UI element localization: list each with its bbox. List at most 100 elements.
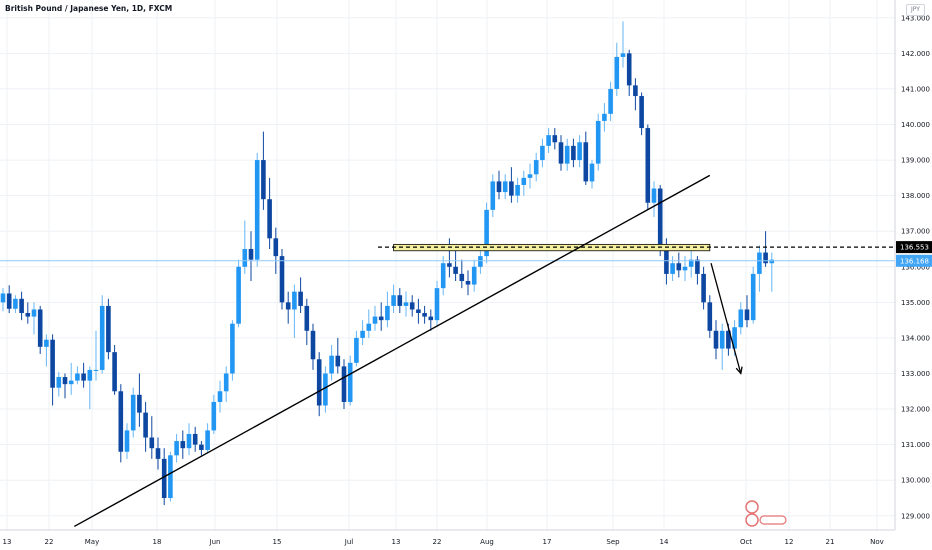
candle [13, 295, 18, 314]
candle [589, 160, 595, 189]
trendline [73, 174, 711, 528]
time-tick-label: 18 [153, 538, 162, 546]
candle-body [453, 266, 458, 274]
candle-body [19, 298, 24, 314]
candle [37, 305, 43, 354]
candle-body [75, 373, 80, 381]
candle-body [6, 293, 12, 309]
candle-body [242, 248, 248, 267]
candle-body [298, 291, 303, 306]
current-price-tag-text: 136.168 [900, 257, 929, 265]
candle [409, 295, 415, 317]
candle [453, 245, 458, 282]
candle [81, 362, 86, 388]
candle [44, 334, 49, 367]
candle-body [329, 355, 334, 374]
candle-body [546, 135, 551, 146]
candle [496, 170, 502, 200]
candle [217, 380, 223, 413]
candle [347, 355, 353, 406]
candle-body [403, 302, 409, 306]
time-tick-label: Oct [740, 538, 752, 546]
candle [124, 423, 130, 459]
price-tags: 136.553 136.168 [896, 241, 932, 267]
candle-body [273, 238, 279, 257]
candle-body [124, 430, 130, 452]
time-axis[interactable]: 13 22 May 18 Jun 15 Jul 13 22 Aug 17 Sep 14 Oct 12 21 No… [0, 529, 895, 546]
candle-body [304, 305, 310, 331]
candle [633, 78, 638, 111]
candle [416, 298, 421, 324]
candle-body [583, 142, 589, 182]
candle-body [540, 145, 545, 161]
time-tick-label: 22 [45, 538, 54, 546]
candle [422, 305, 427, 324]
candle [75, 366, 80, 385]
candle [192, 426, 198, 452]
candle-body [366, 323, 372, 331]
price-axis[interactable]: 129.000 130.000 131.000 132.000 133.000 134.0… [894, 0, 930, 530]
candle-body [484, 209, 489, 257]
price-tick-label: 131.000 [901, 441, 930, 449]
candle [155, 437, 161, 470]
time-tick-label: 13 [392, 538, 401, 546]
candle-body [106, 305, 111, 353]
currency-badge[interactable]: JPY [906, 4, 925, 16]
candle [19, 291, 24, 321]
candle [267, 177, 272, 249]
candle [478, 248, 483, 274]
candle-body [323, 373, 328, 406]
logo-bar [759, 515, 787, 525]
candle-body [645, 128, 651, 203]
candle [335, 337, 341, 374]
candle-body [378, 316, 384, 321]
candle-body [391, 295, 396, 306]
time-tick-label: 21 [826, 538, 835, 546]
time-tick-label: Sep [606, 538, 620, 546]
price-tick-label: 132.000 [901, 406, 930, 414]
candle [68, 362, 74, 395]
candle-body [149, 437, 155, 449]
candle [440, 256, 446, 296]
candle [558, 135, 564, 171]
chart-grid [0, 0, 895, 530]
candle-body [701, 273, 706, 303]
candle-body [143, 412, 148, 438]
candle-body [310, 330, 316, 360]
time-tick-label: 12 [785, 538, 794, 546]
candle [378, 302, 384, 331]
candle-body [31, 309, 37, 317]
candle [236, 259, 241, 328]
candle-body [118, 391, 124, 452]
candle [465, 270, 471, 296]
candle [713, 320, 719, 360]
candle-body [385, 305, 390, 321]
candle [248, 231, 254, 282]
candle [298, 277, 303, 314]
price-tick-label: 134.000 [901, 334, 930, 342]
candle [99, 295, 105, 374]
candle [502, 174, 508, 200]
candle-body [763, 252, 768, 264]
candle-body [341, 366, 347, 402]
candle-body [664, 248, 669, 274]
level-price-tag-text: 136.553 [900, 244, 929, 252]
candle [242, 220, 248, 274]
candle [118, 384, 124, 463]
candle-body [564, 145, 570, 164]
candle [614, 42, 620, 97]
candle [366, 309, 372, 338]
candle [757, 245, 762, 292]
candle [329, 345, 334, 381]
candle-body [651, 188, 657, 203]
price-tick-label: 137.000 [901, 228, 930, 236]
candle [509, 167, 514, 203]
candle [199, 441, 204, 456]
candle-body [192, 433, 198, 445]
candle-body [440, 263, 446, 289]
time-tick-label: May [85, 538, 99, 546]
candle [50, 334, 55, 406]
candle [354, 330, 359, 367]
candle-body [416, 309, 421, 314]
